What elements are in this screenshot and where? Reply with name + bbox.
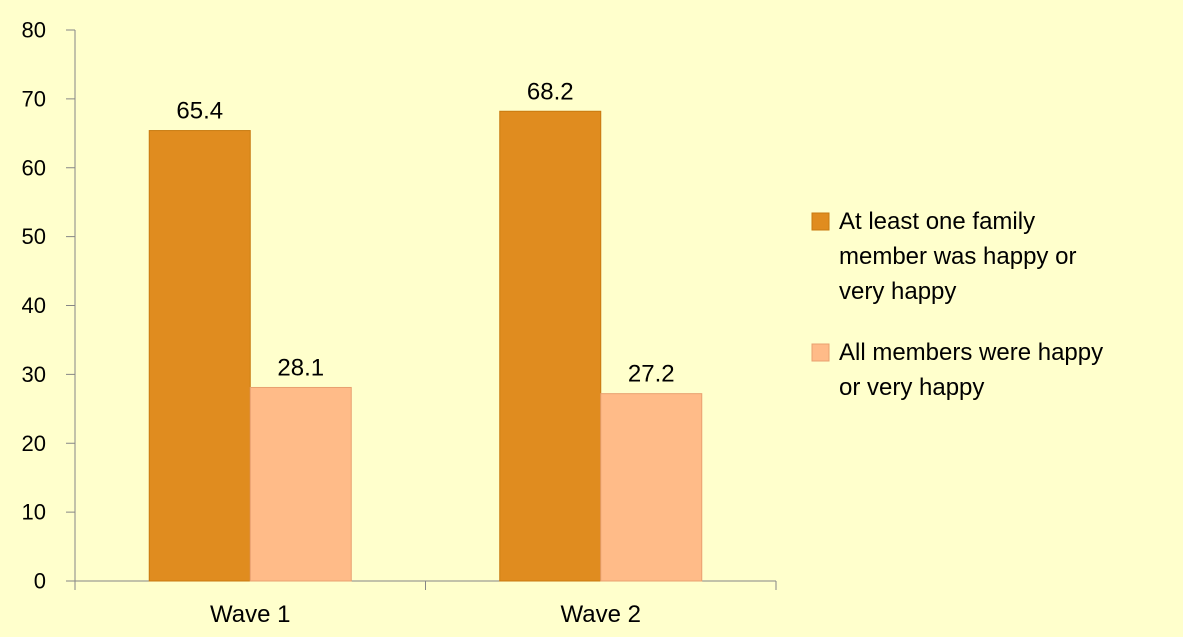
y-tick-label: 20 xyxy=(22,431,46,456)
legend: At least one family member was happy or ve… xyxy=(811,208,1103,401)
y-tick-label: 10 xyxy=(22,500,46,525)
y-tick-label: 60 xyxy=(22,155,46,180)
legend-label-line: At least one family xyxy=(839,208,1035,235)
x-axis: Wave 1 Wave 2 xyxy=(74,580,777,628)
bar-at-least-one-wave-1 xyxy=(148,130,251,582)
legend-label-line: very happy xyxy=(839,278,956,305)
legend-swatch xyxy=(811,212,830,231)
data-label: 28.1 xyxy=(277,354,324,381)
x-category-label: Wave 1 xyxy=(210,601,290,628)
y-tick-label: 50 xyxy=(22,224,46,249)
y-tick-label: 70 xyxy=(22,86,46,111)
bar-at-least-one-wave-2 xyxy=(499,110,602,582)
data-labels: 65.4 28.1 68.2 27.2 xyxy=(176,78,674,387)
bar-all-members-wave-1 xyxy=(249,386,352,582)
bars xyxy=(148,110,703,582)
legend-label-line: member was happy or xyxy=(839,243,1076,270)
data-label: 65.4 xyxy=(176,98,223,125)
legend-label: All members were happy or very happy xyxy=(839,339,1103,401)
data-label: 68.2 xyxy=(527,78,574,105)
y-tick-label: 0 xyxy=(34,569,46,594)
legend-label-line: All members were happy xyxy=(839,339,1103,366)
legend-label-line: or very happy xyxy=(839,374,984,401)
y-tick-label: 80 xyxy=(22,18,46,43)
y-tick-label: 40 xyxy=(22,293,46,318)
bar-all-members-wave-2 xyxy=(600,393,703,582)
x-category-label: Wave 2 xyxy=(561,601,641,628)
data-label: 27.2 xyxy=(628,361,675,388)
legend-swatch xyxy=(811,343,830,362)
y-tick-label: 30 xyxy=(22,362,46,387)
y-axis: 0 10 20 30 40 50 60 70 80 xyxy=(22,18,76,594)
legend-label: At least one family member was happy or ve… xyxy=(839,208,1076,305)
